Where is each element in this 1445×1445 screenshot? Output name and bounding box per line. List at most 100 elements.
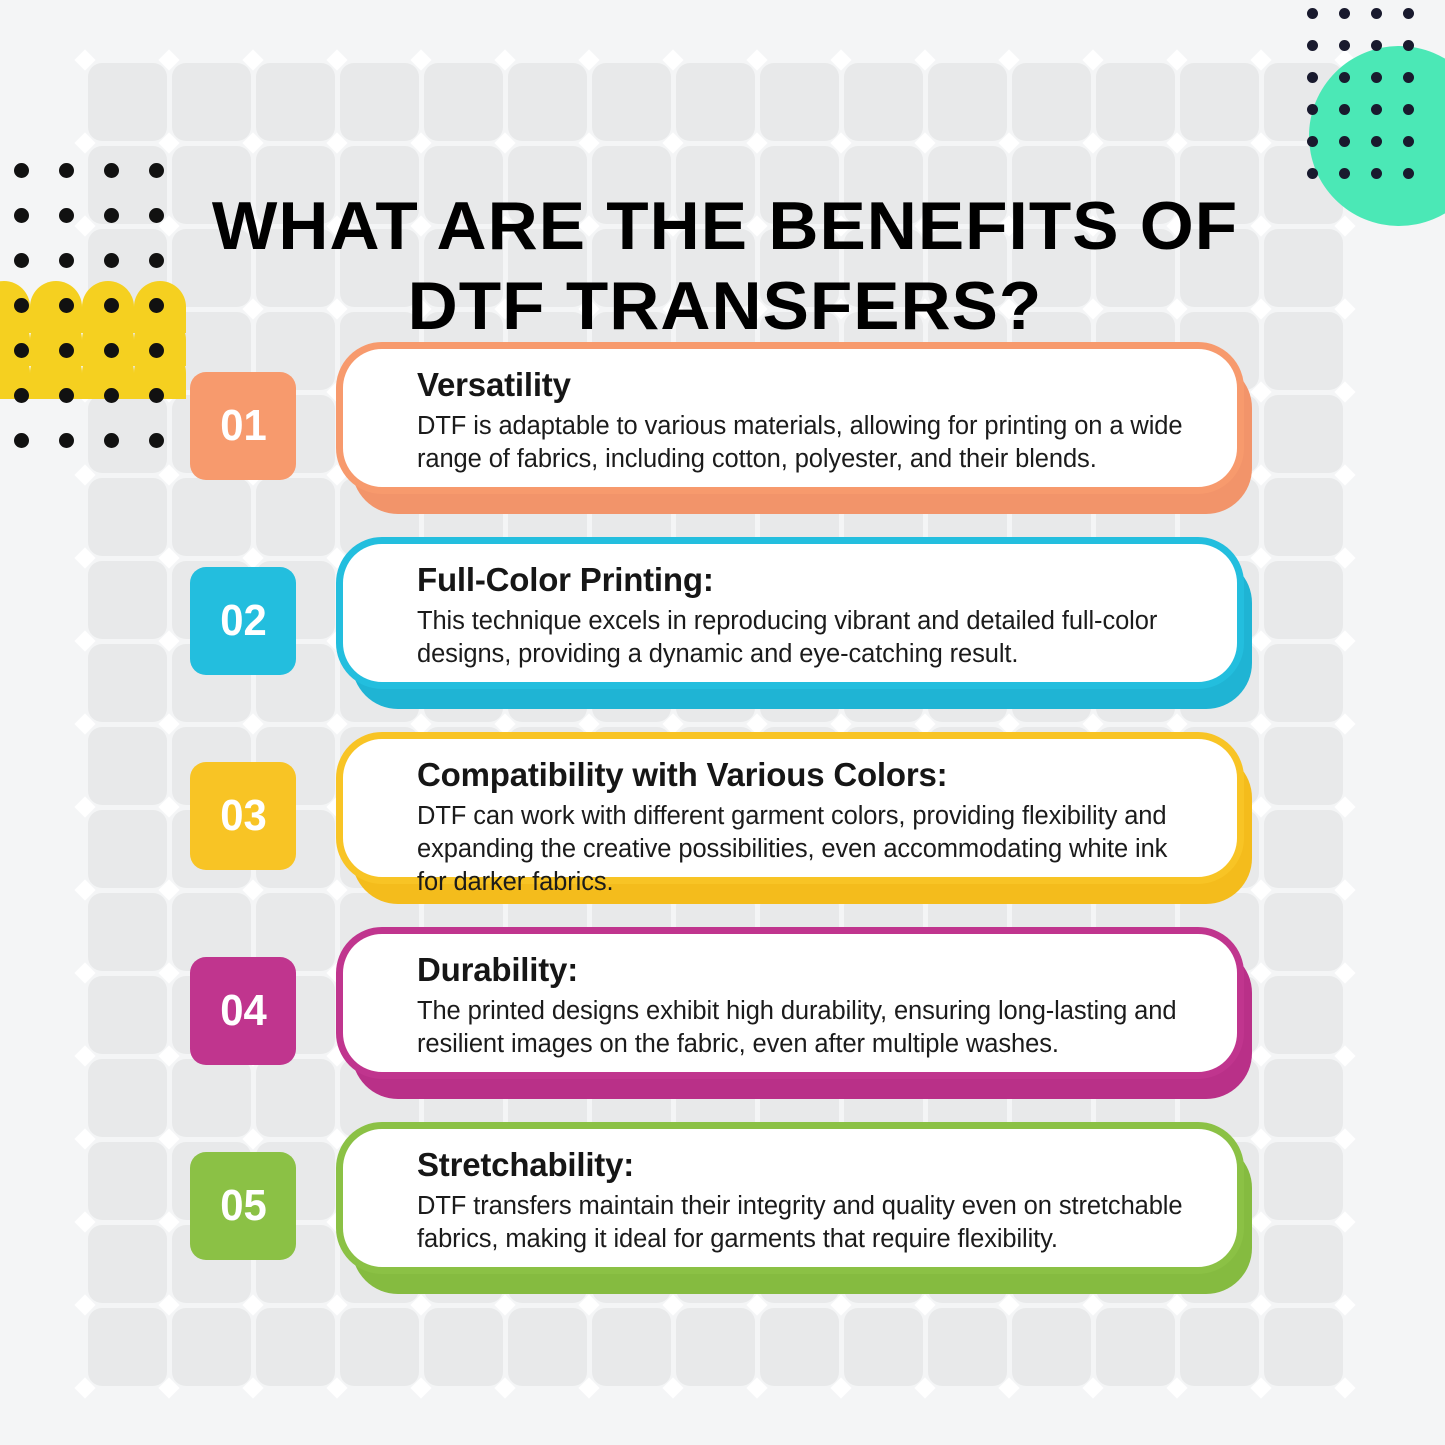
grid-cell: [844, 146, 923, 224]
grid-cell: [508, 63, 587, 141]
benefit-card: 03 Compatibility with Various Colors: DTF …: [0, 730, 1445, 925]
decorative-dot: [59, 388, 74, 403]
grid-cell: [1264, 1059, 1343, 1137]
decorative-dot: [149, 433, 164, 448]
decorative-dot: [1339, 104, 1350, 115]
card-number-badge: 05: [190, 1152, 296, 1260]
grid-cell: [340, 63, 419, 141]
card-body-panel: Full-Color Printing: This technique excel…: [336, 537, 1244, 689]
grid-cell: [424, 229, 503, 307]
card-number-label: 02: [219, 596, 267, 645]
decorative-dot: [1403, 136, 1414, 147]
grid-cell: [1264, 1308, 1343, 1386]
card-number-badge: 01: [190, 372, 296, 480]
card-number-label: 03: [219, 791, 267, 840]
decorative-dot: [59, 208, 74, 223]
decorative-dot: [104, 343, 119, 358]
grid-cell: [172, 63, 251, 141]
grid-cell: [256, 229, 335, 307]
top-right-dot-grid-decoration: [1307, 8, 1435, 200]
decorative-dot: [14, 253, 29, 268]
grid-cell: [172, 1059, 251, 1137]
grid-cell: [424, 63, 503, 141]
grid-cell: [760, 229, 839, 307]
grid-cell: [844, 63, 923, 141]
grid-cell: [1180, 63, 1259, 141]
grid-cell: [844, 229, 923, 307]
decorative-dot: [1307, 136, 1318, 147]
grid-cell: [1264, 810, 1343, 888]
grid-cell: [676, 1308, 755, 1386]
grid-cell: [1012, 146, 1091, 224]
grid-cell: [760, 1308, 839, 1386]
grid-cell: [88, 63, 167, 141]
decorative-dot: [1403, 40, 1414, 51]
grid-cell: [1012, 63, 1091, 141]
card-number-badge: 04: [190, 957, 296, 1065]
grid-cell: [760, 63, 839, 141]
decorative-dot: [59, 433, 74, 448]
benefit-card: 02 Full-Color Printing: This technique exc…: [0, 535, 1445, 730]
grid-cell: [928, 229, 1007, 307]
grid-cell: [1264, 229, 1343, 307]
grid-cell: [256, 1308, 335, 1386]
decorative-dot: [1371, 8, 1382, 19]
card-number-label: 04: [219, 986, 267, 1035]
grid-cell: [340, 229, 419, 307]
decorative-dot: [1339, 168, 1350, 179]
benefit-card: 05 Stretchability: DTF transfers maintain …: [0, 1120, 1445, 1315]
decorative-dot: [14, 208, 29, 223]
decorative-dot: [59, 298, 74, 313]
grid-cell: [1264, 893, 1343, 971]
decorative-dot: [1307, 8, 1318, 19]
card-heading: Full-Color Printing:: [417, 561, 714, 598]
grid-cell: [928, 63, 1007, 141]
grid-cell: [88, 976, 167, 1054]
decorative-dot: [1403, 104, 1414, 115]
page-title: WHAT ARE THE BENEFITS OF DTF TRANSFERS?: [211, 187, 1239, 344]
card-body-panel: Versatility DTF is adaptable to various m…: [336, 342, 1244, 494]
grid-cell: [1180, 146, 1259, 224]
decorative-dot: [104, 163, 119, 178]
grid-cell: [88, 727, 167, 805]
benefit-card: 04 Durability: The printed designs exhibit…: [0, 925, 1445, 1120]
decorative-dot: [1307, 168, 1318, 179]
grid-cell: [256, 146, 335, 224]
grid-cell: [88, 1225, 167, 1303]
decorative-dot: [1371, 168, 1382, 179]
grid-cell: [676, 63, 755, 141]
card-description: This technique excels in reproducing vib…: [417, 607, 1158, 668]
grid-cell: [1180, 1308, 1259, 1386]
grid-cell: [1264, 478, 1343, 556]
grid-cell: [592, 1308, 671, 1386]
grid-cell: [1264, 395, 1343, 473]
decorative-dot: [149, 343, 164, 358]
grid-cell: [1264, 312, 1343, 390]
decorative-dot: [149, 163, 164, 178]
card-heading: Durability:: [417, 951, 578, 988]
grid-cell: [760, 146, 839, 224]
decorative-dot: [1403, 8, 1414, 19]
decorative-dot: [1371, 104, 1382, 115]
decorative-dot: [59, 253, 74, 268]
grid-cell: [1180, 229, 1259, 307]
decorative-dot: [1339, 40, 1350, 51]
decorative-dot: [14, 343, 29, 358]
decorative-dot: [1307, 72, 1318, 83]
grid-cell: [508, 1308, 587, 1386]
grid-cell: [172, 146, 251, 224]
decorative-dot: [1339, 136, 1350, 147]
grid-cell: [256, 1059, 335, 1137]
grid-cell: [928, 146, 1007, 224]
card-number-label: 01: [219, 401, 267, 450]
grid-cell: [1096, 63, 1175, 141]
grid-cell: [424, 1308, 503, 1386]
grid-cell: [592, 146, 671, 224]
grid-cell: [172, 1308, 251, 1386]
decorative-dot: [104, 208, 119, 223]
grid-cell: [1264, 561, 1343, 639]
card-description: DTF is adaptable to various materials, a…: [417, 412, 1183, 473]
grid-cell: [1264, 1225, 1343, 1303]
card-heading: Versatility: [417, 366, 571, 403]
decorative-dot: [14, 298, 29, 313]
